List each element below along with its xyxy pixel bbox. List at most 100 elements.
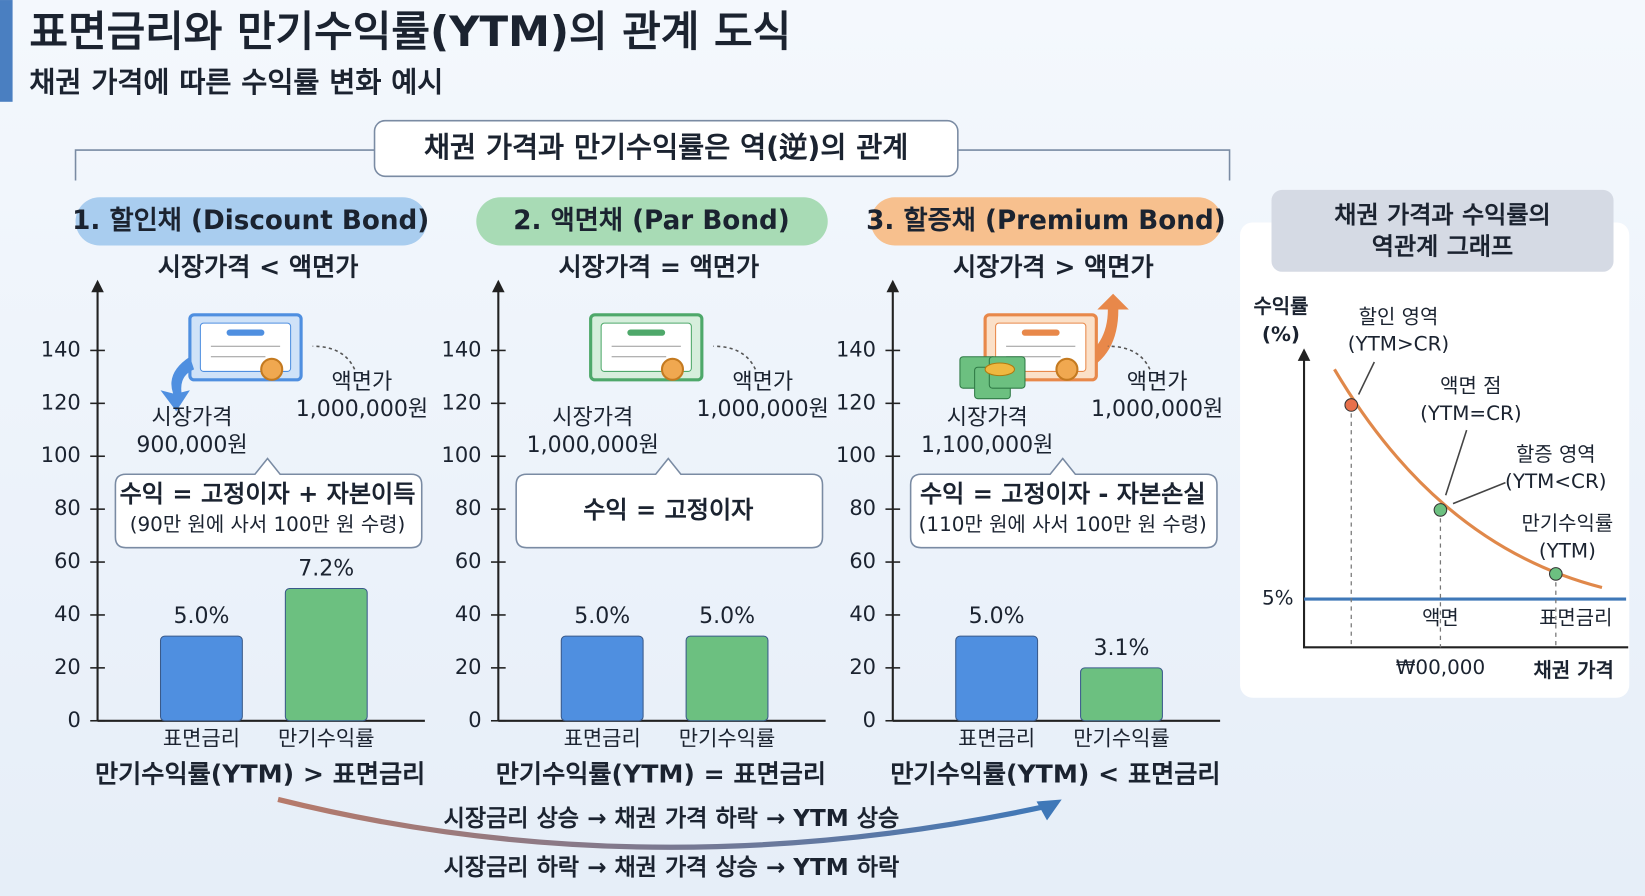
formula-note: (110만 원에 사서 100만 원 수령): [919, 513, 1207, 536]
face-value: 1,000,000원: [697, 397, 829, 422]
pointer-arrow: [1107, 345, 1151, 370]
graph-x-label: 채권 가격: [1534, 659, 1614, 682]
ytm-point: [1549, 567, 1563, 581]
relation: 만기수익률(YTM) > 표면금리: [95, 759, 425, 788]
y-tick-label: 0: [863, 708, 876, 732]
graph-label: 액면 점: [1440, 375, 1501, 398]
banner-text: 채권 가격과 만기수익률은 역(逆)의 관계: [424, 131, 908, 164]
y-tick-label: 40: [849, 602, 876, 626]
x-tick-label: 표면금리: [958, 727, 1035, 751]
seal: [660, 357, 685, 381]
y-tick-label: 60: [849, 549, 876, 573]
face-label: 액면가: [732, 370, 793, 395]
par-point: [1433, 503, 1448, 517]
y-tick-label: 60: [455, 549, 482, 573]
x-tick-label: 표면금리: [163, 727, 240, 751]
graph-card: [1240, 222, 1630, 698]
graph-label: 할인 영역: [1359, 305, 1439, 328]
graph-label: (YTM): [1539, 539, 1596, 562]
formula-note: (90만 원에 사서 100만 원 수령): [130, 513, 406, 536]
bar: [159, 635, 243, 722]
seal: [260, 357, 284, 381]
price-value: 900,000원: [136, 433, 247, 458]
callout: [909, 457, 1218, 549]
graph-label: (YTM>CR): [1348, 333, 1450, 356]
y-tick-label: 60: [54, 549, 81, 573]
pointer-lines: [1357, 361, 1506, 505]
graph-label: (YTM<CR): [1505, 470, 1607, 493]
panel-pill: [476, 197, 828, 246]
face-label: 액면가: [1127, 370, 1188, 395]
face-label: 액면가: [332, 370, 393, 395]
guide-lines: [1350, 404, 1557, 648]
graph-label: (YTM=CR): [1420, 402, 1522, 425]
graph-label: 할증 영역: [1516, 443, 1596, 466]
discount-point: [1344, 398, 1359, 412]
bar: [284, 587, 368, 722]
y-tick-label: 80: [455, 496, 482, 520]
y-axis-arrow: [492, 279, 505, 293]
relation: 만기수익률(YTM) < 표면금리: [890, 759, 1220, 788]
formula: 수익 = 고정이자: [583, 496, 753, 524]
y-tick-label: 80: [849, 496, 876, 520]
y-tick-label: 40: [455, 602, 482, 626]
price-label: 시장가격: [947, 406, 1028, 431]
price-label: 시장가격: [151, 406, 232, 431]
x-tick-label: 만기수익률: [278, 727, 374, 751]
y-tick-label: 100: [41, 443, 81, 467]
y-tick-label: 120: [41, 390, 81, 414]
flow-arrowhead: [1036, 799, 1062, 821]
y-tick-label: 0: [468, 708, 481, 732]
bar-annotation: 5.0%: [574, 604, 630, 629]
certificate-line: [1021, 329, 1060, 336]
flow-text: 시장금리 상승 → 채권 가격 하락 → YTM 상승: [444, 806, 900, 832]
title: 표면금리와 만기수익률(YTM)의 관계 도식: [29, 7, 791, 56]
graph-x-tick: ₩00,000: [1396, 656, 1485, 679]
y-tick-label: 20: [849, 655, 876, 679]
callout: [515, 457, 824, 549]
panel-condition: 시장가격 > 액면가: [953, 253, 1154, 282]
panel-condition: 시장가격 = 액면가: [559, 253, 760, 282]
panel-title: 1. 할인채 (Discount Bond): [72, 206, 429, 236]
price-value: 1,100,000원: [921, 433, 1053, 458]
x-tick-label: 만기수익률: [1073, 727, 1169, 751]
y-tick-label: 80: [54, 496, 81, 520]
panel-title: 3. 할증채 (Premium Bond): [866, 206, 1226, 236]
price-value: 1,000,000원: [527, 433, 659, 458]
y-tick-label: 140: [442, 337, 482, 361]
header-accent: [0, 0, 13, 102]
formula: 수익 = 고정이자 - 자본손실: [920, 480, 1206, 508]
flow-arrow: [277, 796, 1050, 850]
bar-annotation: 7.2%: [298, 557, 354, 582]
banner-box: [373, 119, 959, 178]
graph-label: 표면금리: [1539, 607, 1612, 630]
bar-annotation: 5.0%: [699, 604, 755, 629]
bar: [560, 635, 644, 722]
panel-pill: [75, 197, 427, 246]
graph-header: [1271, 189, 1614, 272]
y-tick-label: 100: [442, 443, 482, 467]
bar-annotation: 5.0%: [173, 604, 229, 629]
graph-y-label: 수익률: [1253, 295, 1308, 318]
graph-axis-arrow: [1297, 348, 1311, 361]
y-tick-label: 120: [836, 390, 876, 414]
graph-y-label: (%): [1262, 323, 1300, 346]
graph-label: 만기수익률: [1522, 512, 1614, 535]
pointer-arrow: [713, 345, 757, 370]
y-tick-label: 40: [54, 602, 81, 626]
subtitle: 채권 가격에 따른 수익률 변화 예시: [29, 66, 443, 99]
coins: [984, 362, 1016, 377]
panel-condition: 시장가격 < 액면가: [158, 253, 359, 282]
down-arrow: [160, 356, 195, 412]
x-tick-label: 만기수익률: [679, 727, 775, 751]
bar: [1080, 667, 1163, 722]
face-value: 1,000,000원: [296, 397, 428, 422]
face-value: 1,000,000원: [1091, 397, 1223, 422]
bar: [955, 635, 1039, 722]
bar: [685, 635, 769, 722]
bar-annotation: 3.1%: [1094, 636, 1150, 661]
y-tick-label: 140: [41, 337, 81, 361]
graph-title: 채권 가격과 수익률의: [1334, 201, 1550, 229]
